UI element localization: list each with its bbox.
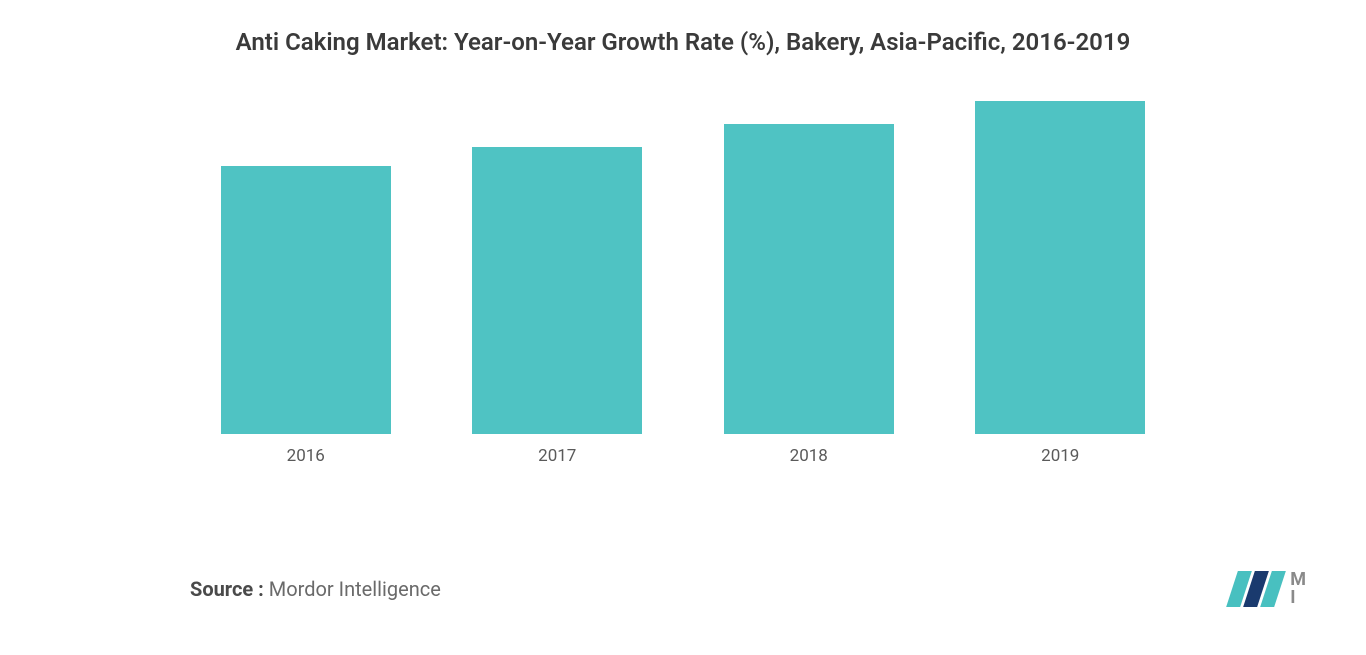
source-row: Source : Mordor Intelligence M I [190,571,1306,607]
chart-title: Anti Caking Market: Year-on-Year Growth … [40,28,1326,56]
bar-2018 [724,124,894,434]
logo-bars-icon [1226,571,1286,607]
bar-2016 [221,166,391,434]
bar-group-2016: 2016 [180,166,432,466]
brand-logo: M I [1232,571,1306,607]
bar-2019 [975,101,1145,434]
source-value: Mordor Intelligence [269,577,441,601]
bar-label-2017: 2017 [538,446,576,466]
bar-label-2019: 2019 [1041,446,1079,466]
bar-label-2018: 2018 [790,446,828,466]
bar-group-2017: 2017 [432,147,684,466]
bar-label-2016: 2016 [287,446,325,466]
source-text: Source : Mordor Intelligence [190,577,441,601]
bar-group-2019: 2019 [935,101,1187,466]
bars-container: 2016 2017 2018 2019 [180,96,1186,466]
chart-area: 2016 2017 2018 2019 [40,96,1326,506]
logo-text: M I [1290,571,1306,607]
source-label: Source : [190,577,269,601]
logo-letter-i: I [1290,589,1306,607]
bar-group-2018: 2018 [683,124,935,466]
bar-2017 [472,147,642,434]
